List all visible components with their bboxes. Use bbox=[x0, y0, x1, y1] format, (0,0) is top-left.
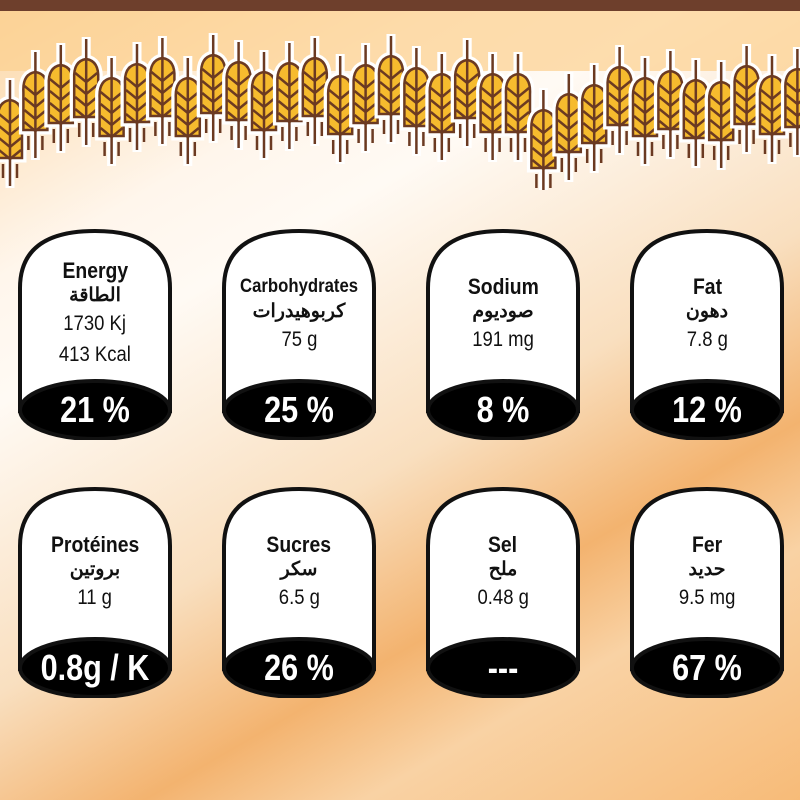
nutrient-title: Carbohydrates bbox=[239, 275, 359, 297]
nutrient-value: 413 Kcal bbox=[59, 343, 131, 366]
nutrient-value: 75 g bbox=[281, 327, 317, 351]
card-frame bbox=[630, 486, 784, 698]
nutrient-value: 0.48 g bbox=[477, 585, 529, 609]
nutrient-title-arabic: حديد bbox=[688, 558, 726, 580]
wheat-icon bbox=[730, 44, 764, 154]
wheat-icon bbox=[323, 54, 357, 164]
nutrient-title-arabic: دهون bbox=[685, 300, 729, 322]
nutrient-title-arabic: سكر bbox=[280, 558, 318, 580]
nutrient-title: Sel bbox=[488, 531, 518, 557]
wheat-icon bbox=[425, 52, 459, 162]
wheat-border bbox=[0, 33, 800, 190]
card-frame bbox=[18, 228, 172, 440]
daily-percent: 67 % bbox=[672, 647, 742, 688]
wheat-icon bbox=[0, 78, 27, 188]
wheat-icon bbox=[628, 56, 662, 166]
nutrient-title: Protéines bbox=[50, 531, 140, 557]
nutrient-title-arabic: كربوهيدرات bbox=[252, 300, 346, 322]
nutrient-card-sel: Sel ملح 0.48 g --- bbox=[425, 486, 581, 698]
wheat-icon bbox=[450, 38, 484, 148]
card-frame bbox=[222, 228, 376, 440]
wheat-icon bbox=[501, 52, 535, 162]
daily-percent: 0.8g / K bbox=[40, 647, 150, 688]
card-frame bbox=[630, 228, 784, 440]
wheat-icon bbox=[780, 47, 800, 157]
wheat-icon bbox=[603, 45, 637, 155]
card-frame bbox=[426, 228, 580, 440]
wheat-icon bbox=[18, 50, 52, 160]
nutrient-card-protines: Protéines بروتين 11 g 0.8g / K bbox=[17, 486, 173, 698]
nutrient-card-sucres: Sucres سكر 6.5 g 26 % bbox=[221, 486, 377, 698]
wheat-icon bbox=[145, 36, 179, 146]
nutrient-value: 1730 Kj bbox=[63, 312, 127, 335]
nutrient-value: 191 mg bbox=[472, 327, 534, 351]
wheat-icon bbox=[222, 40, 256, 150]
nutrient-value: 7.8 g bbox=[686, 327, 728, 351]
wheat-icon bbox=[95, 56, 129, 166]
wheat-icon bbox=[374, 34, 408, 144]
nutrient-value: 9.5 mg bbox=[678, 585, 736, 609]
top-bar bbox=[0, 0, 800, 11]
wheat-icon bbox=[171, 56, 205, 166]
nutrient-title: Fat bbox=[692, 273, 722, 299]
nutrient-title: Energy bbox=[62, 258, 128, 283]
nutrient-value: 11 g bbox=[77, 585, 113, 609]
nutrient-title-arabic: بروتين bbox=[69, 558, 121, 580]
wheat-icon bbox=[44, 43, 78, 153]
wheat-icon bbox=[272, 41, 306, 151]
wheat-icon bbox=[399, 46, 433, 156]
daily-percent: 21 % bbox=[60, 389, 130, 430]
card-frame bbox=[222, 486, 376, 698]
wheat-icon bbox=[69, 37, 103, 147]
wheat-icon bbox=[526, 88, 560, 190]
wheat-icon bbox=[679, 58, 713, 168]
nutrient-card-sodium: Sodium صوديوم 191 mg 8 % bbox=[425, 228, 581, 440]
nutrient-card-fer: Fer حديد 9.5 mg 67 % bbox=[629, 486, 785, 698]
daily-percent: 8 % bbox=[476, 389, 530, 430]
wheat-icon bbox=[552, 72, 586, 182]
wheat-icon bbox=[476, 52, 510, 162]
nutrient-value: 6.5 g bbox=[278, 585, 320, 609]
daily-percent: 12 % bbox=[672, 389, 742, 430]
wheat-icon bbox=[247, 50, 281, 160]
nutrient-card-carbohydrates: Carbohydrates كربوهيدرات 75 g 25 % bbox=[221, 228, 377, 440]
nutrient-title-arabic: الطاقة bbox=[69, 285, 121, 306]
nutrient-title: Fer bbox=[691, 531, 723, 557]
nutrient-card-energy: Energy الطاقة 1730 Kj 413 Kcal 21 % bbox=[17, 228, 173, 440]
wheat-icon bbox=[653, 49, 687, 159]
wheat-icon bbox=[349, 43, 383, 153]
card-frame bbox=[426, 486, 580, 698]
wheat-icon bbox=[704, 60, 738, 170]
nutrient-title-arabic: ملح bbox=[488, 558, 518, 580]
wheat-icon bbox=[298, 36, 332, 146]
daily-percent: --- bbox=[487, 647, 519, 688]
wheat-icon bbox=[577, 63, 611, 173]
wheat-icon bbox=[120, 42, 154, 152]
nutrient-title: Sodium bbox=[467, 273, 539, 299]
nutrient-title: Sucres bbox=[266, 531, 332, 557]
wheat-icon bbox=[755, 54, 789, 164]
nutrient-title-arabic: صوديوم bbox=[472, 300, 534, 322]
card-frame bbox=[18, 486, 172, 698]
wheat-icon bbox=[196, 33, 230, 143]
nutrient-card-fat: Fat دهون 7.8 g 12 % bbox=[629, 228, 785, 440]
daily-percent: 26 % bbox=[264, 647, 334, 688]
daily-percent: 25 % bbox=[264, 389, 334, 430]
